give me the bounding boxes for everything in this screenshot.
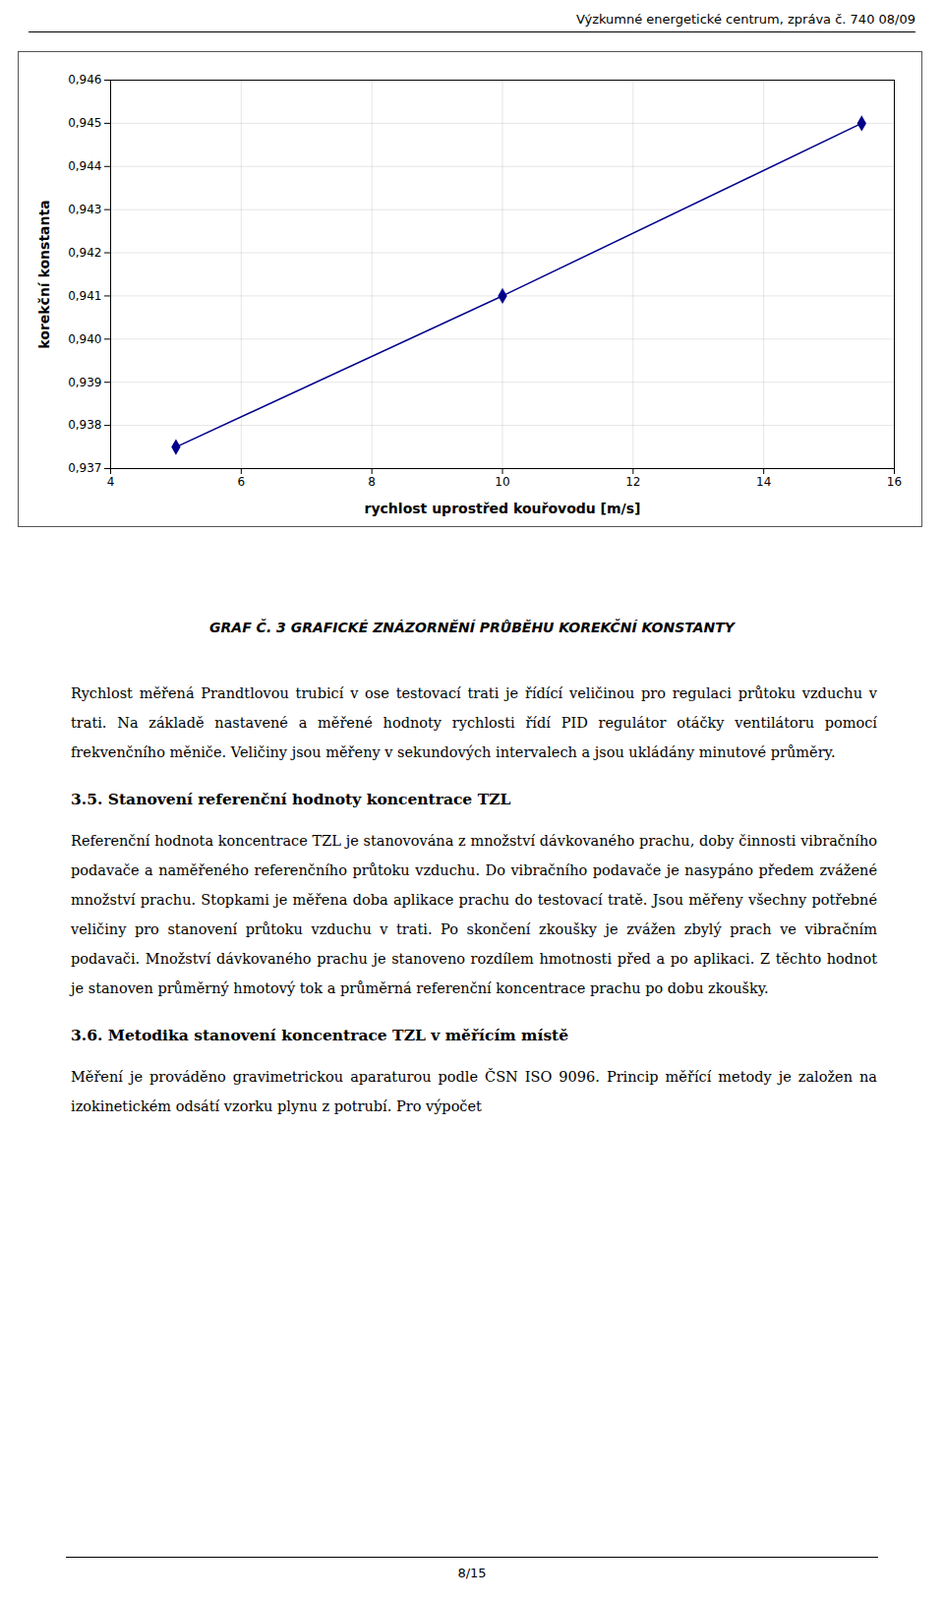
- svg-text:0,941: 0,941: [67, 289, 102, 303]
- svg-text:4: 4: [107, 474, 116, 489]
- html-text:3.5. Stanovení referenční hodn: 3.5. Stanovení referenční hodnoty koncen…: [70, 789, 511, 809]
- svg-text:korekční konstanta: korekční konstanta: [36, 199, 53, 349]
- svg-text:0,939: 0,939: [67, 375, 102, 390]
- svg-text:8: 8: [367, 474, 376, 489]
- svg-text:14: 14: [756, 474, 771, 489]
- html-text:Referenční hodnota koncentrace: Referenční hodnota koncentrace TZL je st…: [70, 832, 878, 997]
- html-text:8/15: 8/15: [457, 1565, 487, 1581]
- svg-text:0,942: 0,942: [67, 245, 102, 260]
- svg-text:16: 16: [886, 474, 902, 489]
- html-text:Rychlost měřená Prandtlovou tr: Rychlost měřená Prandtlovou trubicí v os…: [70, 685, 878, 761]
- svg-text:0,946: 0,946: [67, 72, 102, 87]
- html-text:Výzkumné energetické centrum,: Výzkumné energetické centrum, zpráva č. …: [576, 11, 916, 27]
- svg-text:0,943: 0,943: [67, 202, 102, 217]
- html-text:GRAF Č. 3 GRAFICKÉ ZNÁZORNĚNÍ: GRAF Č. 3 GRAFICKÉ ZNÁZORNĚNÍ PRŮBĚHU KO…: [209, 619, 735, 636]
- html-text:3.6. Metodika stanovení koncen: 3.6. Metodika stanovení koncentrace TZL …: [70, 1025, 569, 1045]
- svg-text:0,940: 0,940: [67, 332, 102, 347]
- html-text:Měření je prováděno gravimetri: Měření je prováděno gravimetrickou apara…: [70, 1068, 878, 1115]
- svg-text:10: 10: [494, 474, 510, 489]
- svg-text:rychlost uprostřed kouřovodu [: rychlost uprostřed kouřovodu [m/s]: [364, 500, 642, 517]
- svg-text:6: 6: [237, 474, 246, 489]
- svg-text:0,944: 0,944: [67, 159, 102, 174]
- svg-text:12: 12: [625, 474, 641, 489]
- svg-text:0,938: 0,938: [67, 417, 102, 432]
- svg-text:0,945: 0,945: [67, 116, 102, 130]
- svg-text:0,937: 0,937: [67, 461, 102, 475]
